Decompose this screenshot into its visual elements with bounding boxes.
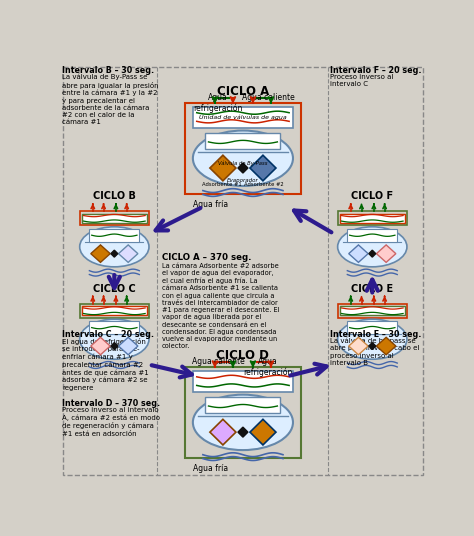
Text: CICLO E: CICLO E bbox=[351, 284, 393, 294]
Text: Agua caliente: Agua caliente bbox=[242, 93, 294, 102]
Polygon shape bbox=[250, 155, 276, 181]
Polygon shape bbox=[369, 343, 376, 349]
Polygon shape bbox=[369, 250, 376, 257]
Text: El agua de refrigeración
se introduce para pre-
enfriar cámara #1 y
precalentar : El agua de refrigeración se introduce pa… bbox=[62, 338, 149, 391]
Text: Proceso inverso al intervalo
A, cámara #2 está en modo
de regeneración y cámara
: Proceso inverso al intervalo A, cámara #… bbox=[62, 407, 160, 437]
Text: CICLO F: CICLO F bbox=[351, 191, 393, 202]
Text: CICLO C: CICLO C bbox=[93, 284, 136, 294]
Text: Unidad de válvulas de agua: Unidad de válvulas de agua bbox=[199, 115, 287, 120]
Ellipse shape bbox=[80, 319, 149, 359]
Polygon shape bbox=[376, 337, 396, 355]
Polygon shape bbox=[111, 250, 118, 257]
Text: Agua
refrigeración: Agua refrigeración bbox=[193, 93, 243, 113]
Ellipse shape bbox=[337, 227, 407, 267]
Text: Agua caliente: Agua caliente bbox=[191, 357, 244, 366]
Bar bbox=[185, 367, 301, 458]
Text: Intervalo C – 20 seg.: Intervalo C – 20 seg. bbox=[62, 330, 154, 339]
Bar bbox=[80, 304, 149, 318]
Bar bbox=[80, 211, 149, 225]
Ellipse shape bbox=[193, 131, 293, 186]
Bar bbox=[193, 107, 293, 128]
Bar bbox=[337, 304, 407, 318]
Text: CICLO B: CICLO B bbox=[93, 191, 136, 202]
Text: Evaporador: Evaporador bbox=[227, 178, 259, 183]
Ellipse shape bbox=[337, 319, 407, 359]
Text: Intervalo B – 30 seg.: Intervalo B – 30 seg. bbox=[62, 66, 154, 75]
Text: La válvula de by-pass se
abre para llevar a cabo el
proceso inverso al
intervalo: La válvula de by-pass se abre para lleva… bbox=[330, 338, 419, 366]
Polygon shape bbox=[118, 337, 138, 355]
Text: Agua fría: Agua fría bbox=[193, 200, 228, 209]
Polygon shape bbox=[210, 419, 236, 445]
Polygon shape bbox=[349, 245, 368, 263]
Bar bbox=[90, 229, 139, 242]
Text: La cámara Adsorbente #2 adsorbe
el vapor de agua del evaporador,
el cual enfría : La cámara Adsorbente #2 adsorbe el vapor… bbox=[162, 263, 280, 349]
Text: Intervalo E – 30 seg.: Intervalo E – 30 seg. bbox=[330, 330, 421, 339]
Ellipse shape bbox=[193, 394, 293, 450]
Polygon shape bbox=[250, 419, 276, 445]
Text: Proceso inverso al
intervalo C: Proceso inverso al intervalo C bbox=[330, 73, 393, 87]
Bar bbox=[193, 371, 293, 392]
Polygon shape bbox=[238, 427, 248, 437]
Text: Intervalo F – 20 seg.: Intervalo F – 20 seg. bbox=[330, 66, 421, 75]
Bar bbox=[82, 214, 146, 223]
Bar bbox=[82, 306, 146, 315]
Text: La válvula de By-Pass se
abre para igualar la presión
entre la cámara #1 y la #2: La válvula de By-Pass se abre para igual… bbox=[62, 73, 159, 125]
Polygon shape bbox=[376, 245, 396, 263]
Bar bbox=[337, 211, 407, 225]
Text: Válvula de By-Pass: Válvula de By-Pass bbox=[218, 161, 268, 167]
Polygon shape bbox=[91, 337, 110, 355]
Text: Adsorbente #2: Adsorbente #2 bbox=[244, 182, 283, 187]
Text: Intervalo D – 370 seg.: Intervalo D – 370 seg. bbox=[62, 399, 160, 408]
Text: CICLO A – 370 seg.: CICLO A – 370 seg. bbox=[162, 253, 252, 262]
Text: CICLO A: CICLO A bbox=[217, 85, 269, 98]
Polygon shape bbox=[111, 343, 118, 349]
Bar bbox=[340, 306, 405, 315]
Polygon shape bbox=[91, 245, 110, 263]
Text: CICLO D: CICLO D bbox=[217, 349, 269, 362]
Text: Agua fría: Agua fría bbox=[193, 464, 228, 473]
Bar bbox=[347, 321, 397, 334]
Polygon shape bbox=[210, 155, 236, 181]
Text: Adsorbente #1: Adsorbente #1 bbox=[202, 182, 242, 187]
Bar bbox=[90, 321, 139, 334]
Polygon shape bbox=[349, 337, 368, 355]
Polygon shape bbox=[118, 245, 138, 263]
Bar bbox=[185, 103, 301, 193]
Bar bbox=[347, 229, 397, 242]
Ellipse shape bbox=[80, 227, 149, 267]
Polygon shape bbox=[238, 163, 248, 173]
Bar bbox=[205, 133, 281, 150]
Text: Agua
refrigeración: Agua refrigeración bbox=[243, 357, 292, 377]
Bar bbox=[340, 214, 405, 223]
Bar bbox=[205, 397, 281, 413]
